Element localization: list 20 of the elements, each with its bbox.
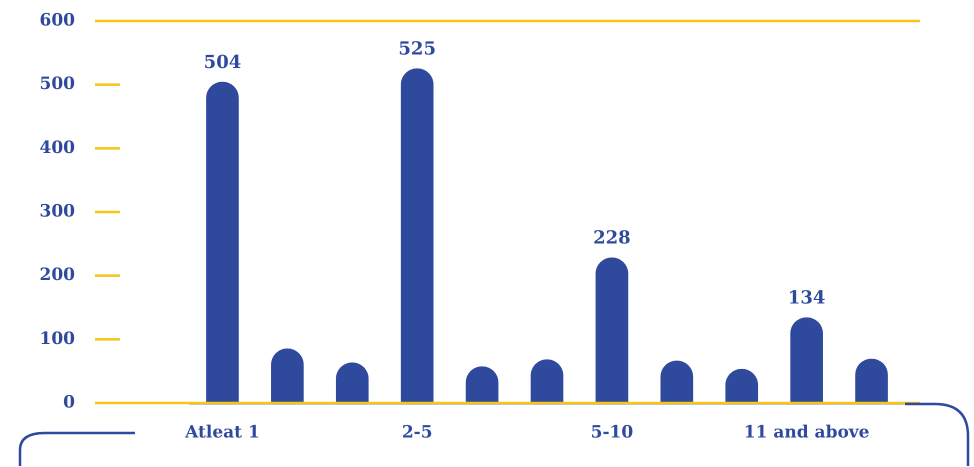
y-tick-label: 400 bbox=[40, 138, 76, 158]
y-tick-label: 300 bbox=[40, 201, 76, 222]
y-tick-label: 100 bbox=[40, 328, 76, 349]
bar bbox=[206, 82, 239, 403]
x-tick-label: 2-5 bbox=[402, 422, 433, 443]
y-tick-label: 500 bbox=[40, 74, 76, 94]
bar bbox=[400, 68, 434, 403]
bar bbox=[271, 348, 304, 403]
x-tick-label: Atleat 1 bbox=[184, 422, 260, 443]
bar bbox=[596, 258, 628, 403]
y-tick-label: 600 bbox=[40, 10, 76, 30]
x-tick-label: 5-10 bbox=[590, 422, 634, 443]
x-tick-label: 11 and above bbox=[744, 422, 870, 443]
data-label: 134 bbox=[788, 287, 826, 308]
bar bbox=[790, 317, 823, 403]
data-label: 228 bbox=[593, 228, 631, 249]
y-tick-label: 0 bbox=[63, 392, 76, 412]
data-label: 504 bbox=[204, 52, 242, 73]
y-tick-label: 200 bbox=[40, 265, 76, 286]
data-label: 525 bbox=[398, 38, 436, 60]
